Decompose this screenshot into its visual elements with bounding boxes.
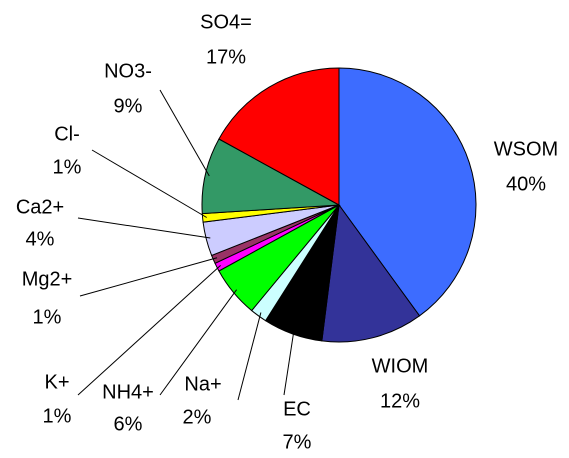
slice-label: SO4= bbox=[200, 11, 252, 33]
leader-line bbox=[159, 289, 238, 396]
slice-value-label: 1% bbox=[53, 156, 82, 178]
slice-label: Mg2+ bbox=[22, 268, 73, 290]
slice-value-label: 17% bbox=[206, 46, 246, 68]
leader-line bbox=[91, 149, 207, 218]
leader-line bbox=[283, 329, 295, 396]
slice-label: NO3- bbox=[104, 60, 152, 82]
leader-line bbox=[77, 217, 211, 239]
slice-value-label: 1% bbox=[43, 405, 72, 427]
slice-label: WIOM bbox=[372, 355, 429, 377]
slice-value-label: 12% bbox=[380, 390, 420, 412]
leader-line bbox=[159, 89, 210, 177]
slice-label: WSOM bbox=[494, 138, 558, 160]
slice-value-label: 6% bbox=[114, 413, 143, 435]
leader-line bbox=[79, 257, 218, 297]
slice-value-label: 1% bbox=[33, 306, 62, 328]
slice-value-label: 2% bbox=[183, 406, 212, 428]
slice-value-label: 9% bbox=[114, 95, 143, 117]
slice-label: NH4+ bbox=[102, 381, 154, 403]
slice-value-label: 7% bbox=[283, 431, 312, 453]
slice-label: K+ bbox=[44, 371, 69, 393]
pie-slice bbox=[338, 67, 477, 317]
pie-slice bbox=[218, 67, 340, 206]
leader-line bbox=[77, 264, 221, 396]
leader-line bbox=[237, 312, 262, 401]
slice-value-label: 4% bbox=[26, 228, 55, 250]
slice-label: Cl- bbox=[54, 123, 80, 145]
slice-label: Ca2+ bbox=[16, 196, 64, 218]
slice-label: EC bbox=[283, 398, 311, 420]
slice-value-label: 40% bbox=[506, 173, 546, 195]
pie-slice bbox=[321, 203, 421, 343]
slice-label: Na+ bbox=[184, 373, 221, 395]
